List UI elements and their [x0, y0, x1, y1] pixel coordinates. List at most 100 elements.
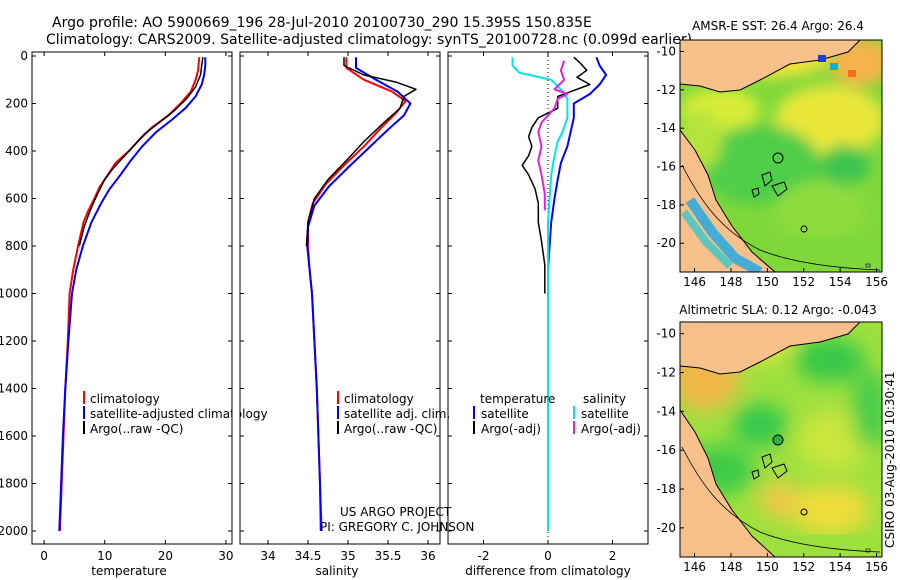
y-tick-label: 1800	[0, 477, 28, 491]
series-line-salinity-argo-adj-	[537, 60, 569, 211]
y-tick-label: 1000	[0, 287, 28, 301]
x-tick-label: 0	[544, 549, 552, 563]
x-tick-label: 36	[420, 549, 435, 563]
argo-float-marker	[772, 434, 784, 446]
map-y-tick-label: -16	[656, 443, 676, 457]
salinity-series	[305, 57, 417, 532]
series-line-salinity-satellite	[511, 57, 569, 531]
temperature-legend: climatology satellite-adjusted climatolo…	[83, 391, 268, 436]
x-tick-label: 0	[40, 549, 48, 563]
x-tick-label: -2	[477, 549, 489, 563]
legend-climatology: climatology	[344, 392, 414, 406]
map-y-tick-label: -20	[656, 521, 676, 535]
temperature-axis-label: temperature	[91, 564, 166, 578]
legend-clip-mask	[232, 392, 240, 436]
legend-temp-satellite: satellite	[481, 407, 529, 421]
project-credit: US ARGO PROJECT	[340, 505, 452, 519]
legend-argo: Argo(..raw -QC)	[90, 422, 183, 436]
y-tick-label: 200	[5, 97, 28, 111]
salinity-panel	[239, 51, 441, 545]
x-tick-label: 30	[218, 549, 233, 563]
timestamp-credit: CSIRO 03-Aug-2010 10:30:41	[883, 372, 897, 548]
y-tick-label: 2000	[0, 524, 28, 538]
map-x-tick-label: 152	[792, 275, 815, 289]
map-y-tick-label: -14	[656, 404, 676, 418]
legend-sal-satellite: satellite	[581, 407, 629, 421]
map-x-tick-label: 148	[720, 560, 743, 574]
difference-x-axis: -2 0 2	[477, 52, 616, 563]
y-tick-label: 600	[5, 192, 28, 206]
legend-sal-argo: Argo(-adj)	[581, 422, 641, 436]
map-y-tick-label: -16	[656, 160, 676, 174]
map-x-tick-label: 152	[792, 560, 815, 574]
legend-satellite-adj: satellite adj. clim.	[344, 407, 450, 421]
sst-map-title: AMSR-E SST: 26.4 Argo: 26.4	[692, 19, 864, 33]
argo-secondary-marker	[800, 225, 808, 233]
x-tick-label: 35.5	[375, 549, 402, 563]
pressure-axis: 0 200 400 600 800 1000 1200 1400 1600 1800 2000	[0, 49, 648, 538]
map-y-tick-label: -20	[656, 236, 676, 250]
sst-map-frame	[679, 39, 883, 273]
map-x-tick-label: 146	[683, 560, 706, 574]
x-tick-label: 34	[260, 549, 275, 563]
series-line-satellite-adjusted-climatology	[58, 57, 207, 532]
salinity-legend: climatology satellite adj. clim. Argo(..…	[337, 391, 450, 436]
legend-temp-argo: Argo(-adj)	[481, 422, 541, 436]
salinity-x-axis: 34 34.5 35 35.5 36	[260, 52, 436, 563]
x-tick-label: 20	[158, 549, 173, 563]
header-line-1: Argo profile: AO 5900669_196 28-Jul-2010…	[52, 15, 592, 31]
map-y-tick-label: -10	[656, 327, 676, 341]
x-tick-label: 34.5	[295, 549, 322, 563]
y-tick-label: 800	[5, 239, 28, 253]
map-y-tick-label: -18	[656, 198, 676, 212]
legend-temperature-heading: temperature	[480, 392, 555, 406]
map-x-tick-label: 154	[829, 275, 852, 289]
legend-climatology: climatology	[90, 392, 160, 406]
map-y-tick-label: -14	[656, 121, 676, 135]
argo-float-marker	[772, 152, 784, 164]
series-line-temperature-argo-adj-	[521, 56, 591, 294]
temperature-x-axis: 0 10 20 30	[40, 52, 234, 563]
y-tick-label: 1400	[0, 382, 28, 396]
map-x-tick-label: 156	[865, 560, 888, 574]
legend-satellite-adjusted: satellite-adjusted climatology	[90, 407, 268, 421]
y-tick-label: 0	[20, 49, 28, 63]
pi-credit: PI: GREGORY C. JOHNSON	[320, 520, 474, 534]
map-x-tick-label: 146	[683, 275, 706, 289]
difference-legend: temperature satellite Argo(-adj) salinit…	[473, 392, 641, 436]
legend-salinity-heading: salinity	[583, 392, 626, 406]
x-tick-label: 2	[609, 549, 617, 563]
temperature-series	[58, 57, 207, 532]
x-tick-label: 35	[340, 549, 355, 563]
argo-secondary-marker	[800, 508, 808, 516]
y-tick-label: 1600	[0, 429, 28, 443]
salinity-axis-label: salinity	[315, 564, 358, 578]
sla-map	[680, 322, 882, 557]
series-line-argo-raw-qc-	[78, 57, 204, 247]
series-line-satellite-adj-clim-	[306, 57, 412, 532]
map-x-tick-label: 148	[720, 275, 743, 289]
sla-map-axes: 146 148 150 152 154 156 -10 -12 -14 -16 -18 -20	[656, 327, 888, 574]
y-tick-label: 400	[5, 144, 28, 158]
map-y-tick-label: -12	[656, 83, 676, 97]
sla-map-title: Altimetric SLA: 0.12 Argo: -0.043	[679, 303, 876, 317]
series-line-argo-raw-qc-	[305, 57, 417, 247]
map-y-tick-label: -18	[656, 482, 676, 496]
x-tick-label: 10	[97, 549, 112, 563]
map-y-tick-label: -12	[656, 365, 676, 379]
y-tick-label: 1200	[0, 334, 28, 348]
map-y-tick-label: -10	[656, 45, 676, 59]
map-x-tick-label: 150	[756, 560, 779, 574]
difference-series	[511, 56, 608, 531]
map-x-tick-label: 154	[829, 560, 852, 574]
map-x-tick-label: 156	[865, 275, 888, 289]
legend-argo: Argo(..raw -QC)	[344, 422, 437, 436]
header-line-2: Climatology: CARS2009. Satellite-adjuste…	[46, 32, 692, 48]
temperature-panel	[31, 51, 233, 545]
sla-map-frame	[679, 321, 883, 558]
sst-map	[680, 40, 882, 272]
map-x-tick-label: 150	[756, 275, 779, 289]
difference-axis-label: difference from climatology	[465, 564, 631, 578]
sst-map-axes: 146 148 150 152 154 156 -10 -12 -14 -16 -18 -20	[656, 45, 888, 289]
